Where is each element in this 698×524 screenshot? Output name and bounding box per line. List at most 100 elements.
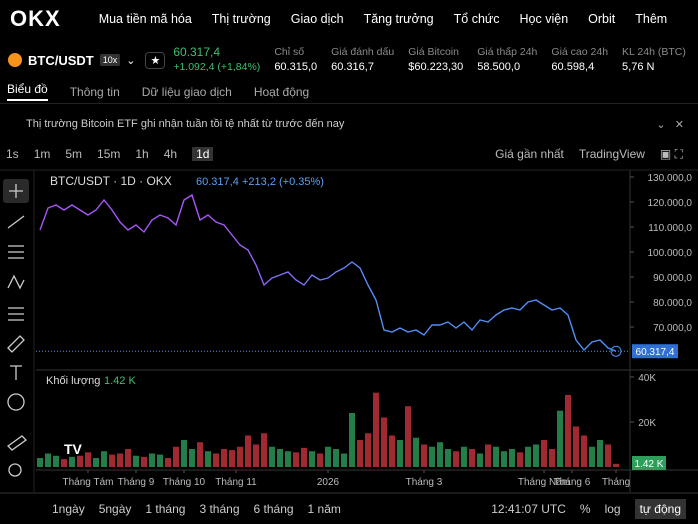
stat-value: 60.598,4 xyxy=(551,61,595,73)
range[interactable]: 6 tháng xyxy=(253,502,294,516)
volume-bar xyxy=(149,453,155,467)
volume-bar xyxy=(589,446,595,467)
price-badge-text: 60.317,4 xyxy=(636,347,675,358)
volume-bar xyxy=(181,439,187,467)
volume-bar xyxy=(301,447,307,467)
range[interactable]: 5ngày xyxy=(98,502,132,516)
tab[interactable]: Hoạt động xyxy=(253,84,310,99)
tab[interactable]: Dữ liệu giao dịch xyxy=(141,84,232,99)
nav-item[interactable]: Tăng trưởng xyxy=(363,12,434,26)
volume-bar xyxy=(125,448,131,467)
drawing-tools[interactable] xyxy=(3,179,29,477)
volume-bar xyxy=(477,453,483,467)
volume-bar xyxy=(69,456,75,467)
nav-item[interactable]: Thị trường xyxy=(211,12,271,26)
volume-bar xyxy=(245,435,251,467)
timeframe[interactable]: 1d xyxy=(192,147,214,161)
volume-bar xyxy=(565,394,571,467)
nav-item[interactable]: Orbit xyxy=(588,12,616,26)
banner-controls[interactable]: ⌄ ✕ xyxy=(656,118,684,131)
volume-bar xyxy=(605,444,611,467)
timeframe[interactable]: 15m xyxy=(97,147,121,161)
banner: Thị trường Bitcoin ETF ghi nhận tuần tồi… xyxy=(0,112,698,136)
logo[interactable]: OKX xyxy=(10,6,61,31)
range[interactable]: 1 tháng xyxy=(145,502,186,516)
tab[interactable]: Thông tin xyxy=(69,84,120,99)
toolbar: 1s 1m 5m 15m 1h 4h 1d Giá gần nhất TradingView… xyxy=(0,142,698,166)
volume-bar xyxy=(469,448,475,467)
auto[interactable]: tự động xyxy=(634,499,686,519)
volume-bar xyxy=(197,442,203,467)
nav-item[interactable]: Tổ chức xyxy=(453,12,500,26)
price: 60.317,4 xyxy=(173,45,221,59)
volume-bar xyxy=(405,406,411,467)
x-tick-label: Tháng 3 xyxy=(406,477,443,488)
banner-text: Thị trường Bitcoin ETF ghi nhận tuần tồi… xyxy=(26,118,345,130)
volume-bar xyxy=(397,439,403,467)
volume-bar xyxy=(261,433,267,467)
volume-bar xyxy=(445,448,451,467)
volume-bar xyxy=(93,457,99,467)
volume-bar xyxy=(293,452,299,467)
range[interactable]: 1ngày xyxy=(52,502,85,516)
price-block: 60.317,4 +1.092,4 (+1,84%) xyxy=(173,45,260,75)
timeframes: 1s 1m 5m 15m 1h 4h 1d xyxy=(6,147,228,161)
stat-label: KL 24h (BTC) xyxy=(622,46,686,58)
toolbar-icons[interactable]: ▣ ⛶ xyxy=(659,146,683,161)
volume-bar xyxy=(285,451,291,467)
volume-bar xyxy=(437,442,443,467)
volume-bar xyxy=(581,435,587,467)
stat: Giá Bitcoin $60.223,30 xyxy=(408,45,463,75)
y-tick-label: 120.000,0 xyxy=(648,198,693,209)
volume-bar xyxy=(461,446,467,467)
range[interactable]: 1 năm xyxy=(307,502,341,516)
price-source[interactable]: Giá gần nhất xyxy=(495,147,564,161)
x-tick-label: Tháng xyxy=(602,477,630,488)
time: 12:41:07 UTC xyxy=(491,502,566,516)
volume-bar xyxy=(325,446,331,467)
volume-bar xyxy=(101,451,107,467)
stat: KL 24h (BTC) 5,76 N xyxy=(622,45,686,75)
dropdown[interactable]: ⌄ xyxy=(126,54,136,67)
timeframe[interactable]: 1s xyxy=(6,147,19,161)
percent[interactable]: % xyxy=(579,502,591,516)
log[interactable]: log xyxy=(604,502,621,516)
pair[interactable]: BTC/USDT xyxy=(28,52,94,68)
stat: Chỉ số 60.315,0 xyxy=(274,45,317,75)
volume-bar xyxy=(77,455,83,467)
timeframe[interactable]: 4h xyxy=(163,147,178,161)
timeframe[interactable]: 5m xyxy=(65,147,83,161)
nav-item[interactable]: Học viện xyxy=(519,12,569,26)
volume-bar xyxy=(117,453,123,467)
timeframe[interactable]: 1m xyxy=(33,147,51,161)
coin-icon xyxy=(8,53,22,67)
favorite[interactable]: ★ xyxy=(145,51,166,69)
volume-bar xyxy=(133,455,139,467)
nav-item[interactable]: Mua tiền mã hóa xyxy=(98,12,192,26)
x-tick-label: Tháng 9 xyxy=(118,477,155,488)
volume-bar xyxy=(485,444,491,467)
stat: Giá thấp 24h 58.500,0 xyxy=(477,45,537,75)
x-tick-label: Tháng 11 xyxy=(215,477,257,488)
tabs: Biểu đồ Thông tin Dữ liệu giao dịch Hoạt độ… xyxy=(0,80,698,104)
y-tick-label: 110.000,0 xyxy=(648,223,692,234)
stat-label: Giá Bitcoin xyxy=(408,46,459,58)
volume-bar xyxy=(421,444,427,467)
volume-bar xyxy=(493,446,499,467)
volume-bar xyxy=(109,454,115,467)
ranges: 1ngày 5ngày 1 tháng 3 tháng 6 tháng 1 năm xyxy=(52,502,355,516)
x-tick-label: 2026 xyxy=(317,477,340,488)
volume-bar xyxy=(61,459,67,467)
volume-bar xyxy=(165,457,171,467)
range[interactable]: 3 tháng xyxy=(199,502,240,516)
nav-item[interactable]: Thêm xyxy=(635,12,668,26)
stat-label: Giá đánh dấu xyxy=(331,46,395,58)
tab[interactable]: Biểu đồ xyxy=(7,82,48,101)
change: +1.092,4 (+1,84%) xyxy=(173,61,261,73)
chart-source[interactable]: TradingView xyxy=(578,147,645,161)
x-tick-label: Tháng 6 xyxy=(554,477,591,488)
timeframe[interactable]: 1h xyxy=(135,147,149,161)
nav-item[interactable]: Giao dịch xyxy=(290,12,344,26)
volume-bar xyxy=(613,463,619,467)
